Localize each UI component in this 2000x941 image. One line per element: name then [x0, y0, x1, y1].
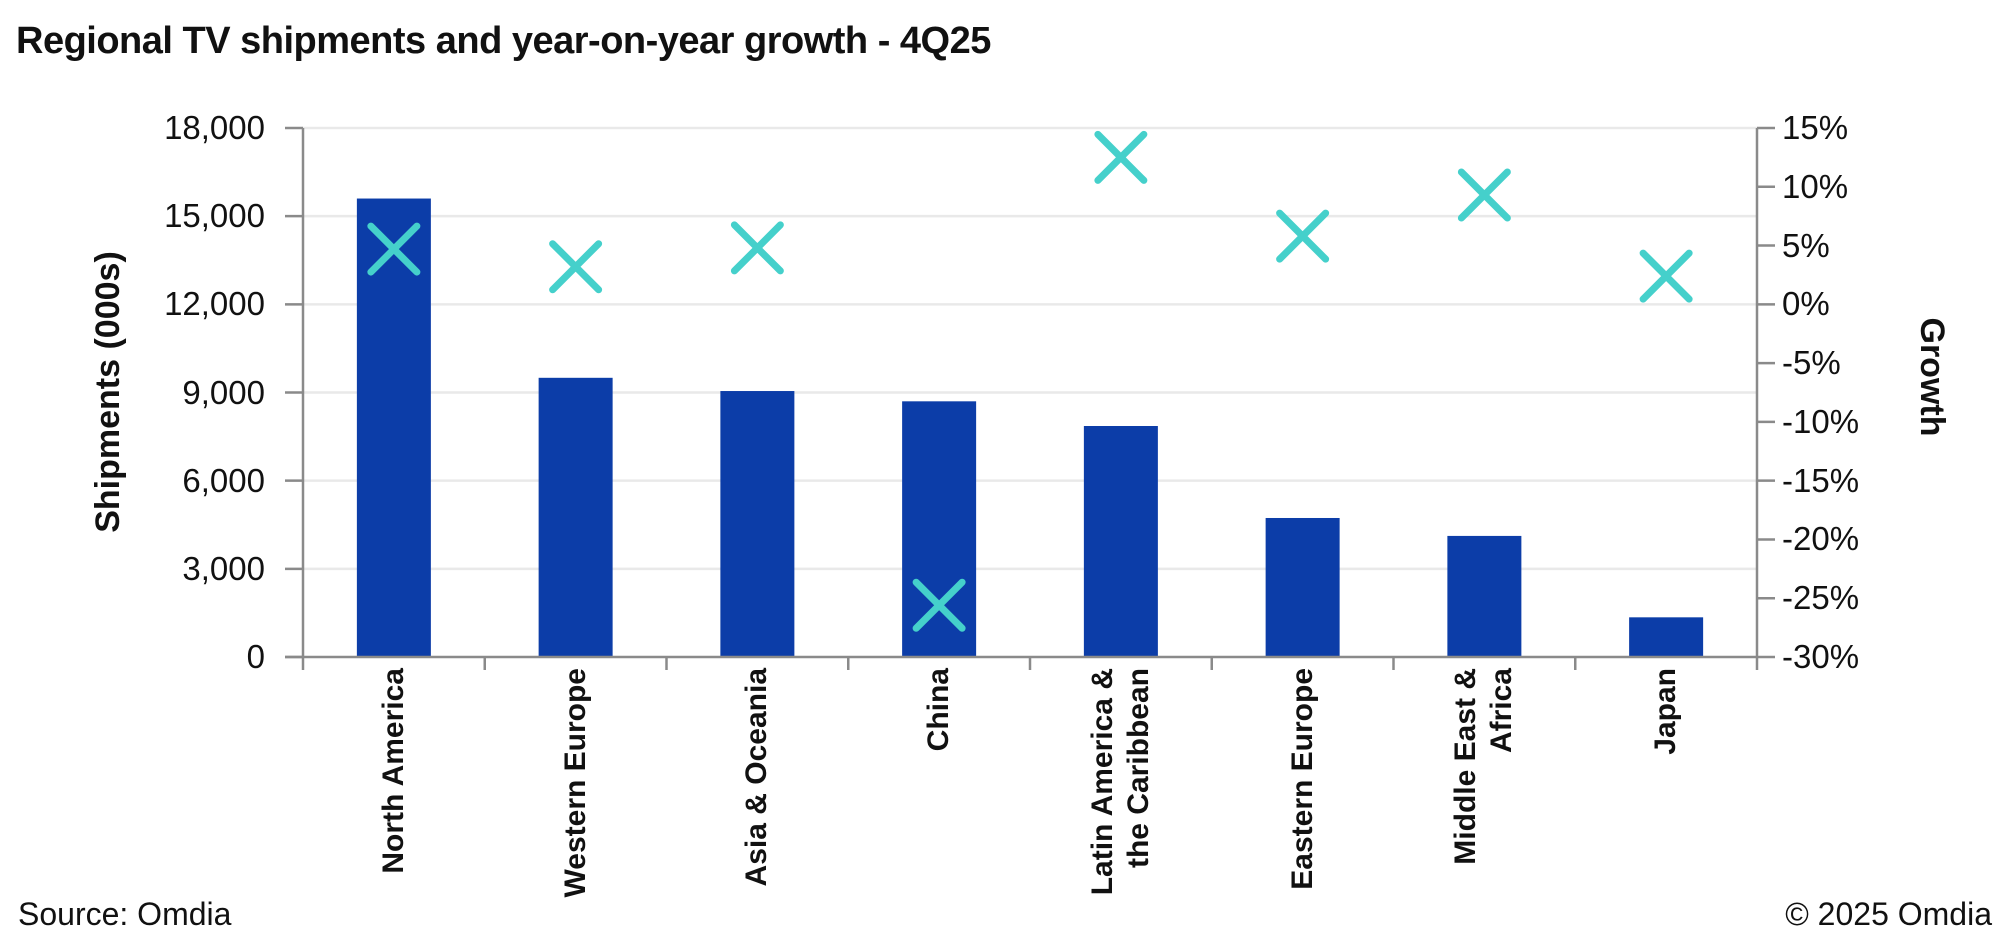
right-axis-tick-label: 10% — [1782, 167, 1849, 205]
growth-x-marker-2 — [730, 221, 784, 275]
category-label-line: Latin America & — [1085, 668, 1119, 896]
growth-x-marker-1 — [549, 240, 603, 294]
category-label-0: North America — [376, 668, 412, 933]
bar-1 — [538, 377, 613, 657]
bar-4 — [1083, 426, 1158, 657]
right-axis-tick-label: -20% — [1782, 520, 1860, 558]
right-axis-title: Growth — [1913, 317, 1951, 437]
category-label-line: the Caribbean — [1121, 668, 1155, 869]
bar-5 — [1265, 517, 1340, 657]
growth-x-marker-0 — [367, 222, 421, 276]
bar-6 — [1447, 535, 1522, 657]
x-marker-stroke — [912, 578, 966, 632]
category-label-line: Africa — [1485, 668, 1519, 754]
growth-x-marker-3 — [912, 578, 966, 632]
growth-x-marker-4 — [1094, 130, 1148, 184]
left-axis-tick-label: 18,000 — [164, 109, 265, 146]
category-label-7: Japan — [1648, 668, 1684, 933]
left-axis-tick-label: 3,000 — [182, 549, 265, 587]
category-label-line: Asia & Oceania — [740, 668, 774, 887]
category-label-2: Asia & Oceania — [739, 668, 775, 933]
left-axis-tick-label: 0 — [246, 638, 265, 675]
category-label-5: Eastern Europe — [1285, 668, 1321, 933]
category-label-line: Middle East & — [1449, 668, 1483, 865]
category-label-4: Latin America & the Caribbean — [1085, 668, 1157, 933]
growth-x-marker-6 — [1457, 168, 1511, 222]
x-marker-stroke — [549, 240, 603, 294]
source-note: Source: Omdia — [18, 896, 232, 932]
left-axis-tick-label: 9,000 — [182, 373, 265, 411]
category-label-6: Middle East & Africa — [1448, 668, 1520, 933]
right-axis-tick-label: 15% — [1782, 109, 1849, 146]
left-axis-tick-label: 12,000 — [164, 285, 265, 323]
bar-3 — [902, 401, 977, 657]
bar-2 — [720, 391, 795, 657]
left-axis-tick-label: 15,000 — [164, 197, 265, 235]
category-label-3: China — [921, 668, 957, 933]
x-marker-stroke — [1094, 130, 1148, 184]
right-axis-tick-label: -25% — [1782, 579, 1860, 617]
bar-7 — [1629, 617, 1704, 657]
x-marker-stroke — [1457, 168, 1511, 222]
left-axis-title: Shipments (000s) — [89, 251, 127, 533]
right-axis-tick-label: 0% — [1782, 285, 1830, 323]
category-label-line: North America — [376, 668, 410, 874]
chart-title: Regional TV shipments and year-on-year g… — [16, 20, 991, 62]
x-marker-stroke — [730, 221, 784, 275]
copyright-note: © 2025 Omdia — [1785, 896, 1992, 932]
category-label-line: Japan — [1649, 668, 1683, 755]
left-axis-tick-label: 6,000 — [182, 461, 265, 499]
category-label-line: Western Europe — [558, 668, 592, 898]
x-marker-stroke — [1639, 249, 1693, 303]
right-axis-tick-label: -10% — [1782, 402, 1860, 440]
growth-x-marker-7 — [1639, 249, 1693, 303]
category-label-line: China — [922, 668, 956, 752]
growth-x-marker-5 — [1276, 209, 1330, 263]
right-axis-tick-label: 5% — [1782, 226, 1830, 264]
right-axis-tick-label: -15% — [1782, 461, 1860, 499]
category-label-1: Western Europe — [558, 668, 594, 933]
bar-0 — [356, 198, 431, 658]
x-marker-stroke — [1276, 209, 1330, 263]
right-axis-tick-label: -5% — [1782, 344, 1841, 382]
right-axis-tick-label: -30% — [1782, 638, 1860, 675]
category-label-line: Eastern Europe — [1285, 668, 1319, 890]
x-marker-stroke — [367, 222, 421, 276]
